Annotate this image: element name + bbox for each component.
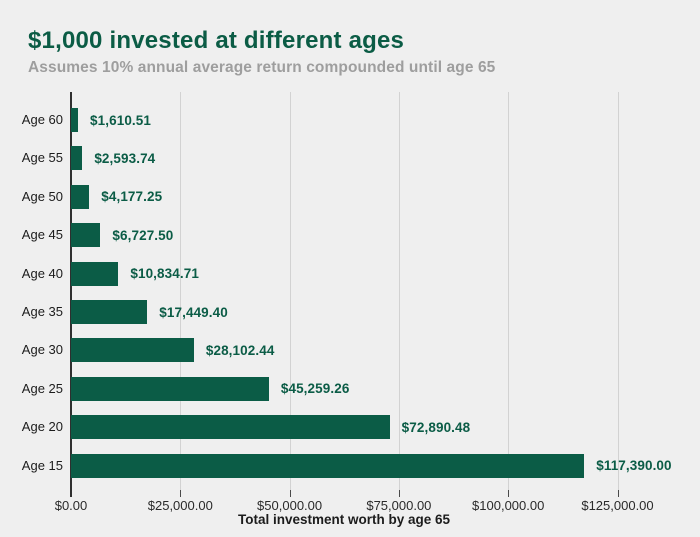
value-label: $6,727.50 bbox=[112, 227, 174, 243]
gridline bbox=[180, 92, 182, 490]
bar-row: Age 25 $45,259.26 bbox=[22, 376, 350, 401]
value-label: $10,834.71 bbox=[130, 266, 199, 282]
bar-row: Age 50 $4,177.25 bbox=[22, 184, 163, 209]
gridline bbox=[617, 92, 619, 490]
category-label: Age 35 bbox=[21, 304, 63, 319]
bar-row: Age 20 $72,890.48 bbox=[22, 415, 471, 440]
bar-row: Age 15 $117,390.00 bbox=[22, 453, 672, 478]
x-axis-tick bbox=[289, 490, 291, 497]
value-label: $45,259.26 bbox=[280, 381, 350, 397]
chart-subtitle: Assumes 10% annual average return compou… bbox=[28, 59, 496, 76]
bar bbox=[71, 108, 79, 132]
gridline bbox=[398, 92, 400, 490]
x-axis-tick bbox=[398, 490, 400, 497]
plot-area: $0.00 $25,000.00 $50,000.00 $75,000.00 $100,… bbox=[22, 92, 672, 513]
bar bbox=[71, 184, 90, 209]
x-axis-tick bbox=[508, 490, 510, 497]
bar bbox=[71, 146, 83, 171]
bar-row: Age 40 $10,834.71 bbox=[22, 261, 199, 286]
value-label: $4,177.25 bbox=[101, 189, 163, 205]
bar bbox=[71, 300, 148, 324]
x-axis-title: Total investment worth by age 65 bbox=[237, 512, 451, 527]
x-tick-label: $0.00 bbox=[54, 498, 88, 513]
category-label: Age 20 bbox=[21, 419, 63, 435]
category-label: Age 55 bbox=[21, 150, 63, 166]
gridline bbox=[289, 92, 291, 490]
value-label: $17,449.40 bbox=[159, 304, 228, 320]
x-axis-tick bbox=[617, 490, 619, 497]
gridline bbox=[508, 92, 510, 490]
value-label: $1,610.51 bbox=[90, 112, 151, 128]
bar bbox=[71, 261, 119, 286]
category-label: Age 40 bbox=[21, 265, 63, 281]
category-label: Age 50 bbox=[21, 188, 63, 204]
bar-row: Age 35 $17,449.40 bbox=[22, 300, 228, 324]
bar bbox=[71, 338, 194, 363]
chart-title: $1,000 invested at different ages bbox=[28, 27, 405, 54]
x-tick-label: $100,000.00 bbox=[472, 498, 545, 513]
bar bbox=[71, 415, 390, 440]
x-axis-tick bbox=[180, 490, 182, 497]
x-tick-label: $125,000.00 bbox=[581, 498, 654, 513]
bar-row: Age 55 $2,593.74 bbox=[22, 146, 156, 171]
x-tick-label: $75,000.00 bbox=[366, 498, 432, 513]
value-label: $117,390.00 bbox=[596, 458, 672, 474]
value-label: $2,593.74 bbox=[94, 150, 156, 166]
bar-row: Age 60 $1,610.51 bbox=[22, 108, 151, 132]
value-label: $72,890.48 bbox=[401, 419, 471, 435]
y-axis-line bbox=[70, 92, 72, 497]
bar-row: Age 30 $28,102.44 bbox=[22, 338, 275, 363]
value-label: $28,102.44 bbox=[205, 342, 275, 358]
bar bbox=[71, 453, 585, 478]
category-label: Age 15 bbox=[21, 457, 63, 473]
bar-row: Age 45 $6,727.50 bbox=[22, 223, 174, 248]
x-tick-label: $25,000.00 bbox=[147, 498, 213, 513]
category-label: Age 45 bbox=[21, 227, 63, 243]
bar bbox=[71, 223, 101, 248]
bar bbox=[71, 376, 269, 401]
category-label: Age 60 bbox=[21, 112, 63, 127]
category-label: Age 25 bbox=[21, 380, 63, 396]
category-label: Age 30 bbox=[21, 342, 63, 358]
x-tick-label: $50,000.00 bbox=[257, 498, 323, 513]
